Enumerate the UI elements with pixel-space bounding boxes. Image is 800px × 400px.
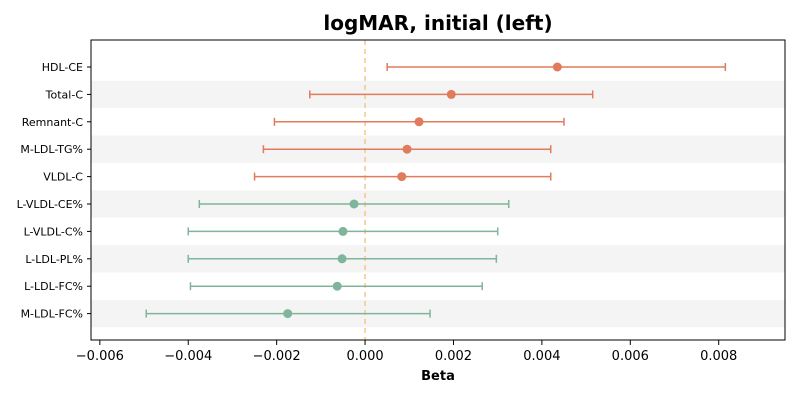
point-estimate <box>337 254 347 264</box>
x-tick-label: 0.006 <box>612 349 649 364</box>
x-tick-label: 0.004 <box>523 349 560 364</box>
data-row-vldl-c <box>253 172 552 182</box>
point-estimate <box>349 199 359 209</box>
point-estimate <box>332 281 342 291</box>
x-tick-label: 0.000 <box>346 349 383 364</box>
x-axis: −0.006 −0.004 −0.002 0.000 0.002 0.004 0.006 0.… <box>76 340 737 364</box>
point-estimate <box>402 144 412 154</box>
plot-frame <box>90 39 786 341</box>
x-tick-label: −0.004 <box>164 349 212 364</box>
point-estimate <box>552 62 562 72</box>
y-tick-label: L-VLDL-C% <box>24 225 83 238</box>
data-row-m-ldl-tg- <box>262 144 552 154</box>
x-tick-label: −0.006 <box>76 349 124 364</box>
data-row-l-ldl-fc- <box>189 281 483 291</box>
point-estimate <box>338 226 348 236</box>
x-axis-label: Beta <box>421 369 455 384</box>
data-row-l-vldl-ce- <box>198 199 510 209</box>
point-estimate <box>414 117 424 127</box>
data-row-l-ldl-pl- <box>187 254 498 264</box>
y-tick-label: M-LDL-TG% <box>20 143 83 156</box>
data-row-total-c <box>309 89 594 99</box>
x-tick-label: 0.002 <box>435 349 472 364</box>
y-tick-label: Remnant-C <box>22 116 84 129</box>
y-tick-label: L-LDL-PL% <box>25 253 83 266</box>
chart-title: logMAR, initial (left) <box>323 11 552 35</box>
data-row-hdl-ce <box>386 62 727 72</box>
y-axis: HDL-CE Total-C Remnant-C M-LDL-TG% VLDL-C L-V… <box>17 61 91 321</box>
data-marks <box>145 62 727 319</box>
y-tick-label: VLDL-C <box>43 171 83 184</box>
x-tick-label: −0.002 <box>253 349 301 364</box>
data-row-m-ldl-fc- <box>145 309 431 319</box>
y-tick-label: HDL-CE <box>42 61 83 74</box>
point-estimate <box>397 172 407 182</box>
point-estimate <box>446 89 456 99</box>
y-tick-label: Total-C <box>45 88 84 101</box>
y-tick-label: L-VLDL-CE% <box>17 198 83 211</box>
data-row-l-vldl-c- <box>187 226 499 236</box>
x-tick-label: 0.008 <box>700 349 737 364</box>
point-estimate <box>283 309 293 319</box>
data-row-remnant-c <box>273 117 565 127</box>
y-tick-label: L-LDL-FC% <box>24 280 83 293</box>
y-tick-label: M-LDL-FC% <box>21 308 83 321</box>
